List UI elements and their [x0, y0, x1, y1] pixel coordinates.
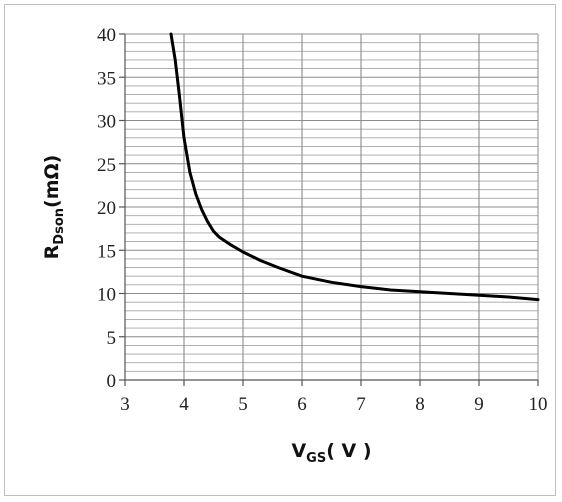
y-tick-label: 30 [97, 112, 116, 133]
tick-labels: 0 5 10 15 20 25 30 35 40 3 4 5 6 7 8 9 10 [97, 25, 548, 415]
x-tick-label: 6 [297, 394, 307, 415]
x-tick-label: 7 [356, 394, 366, 415]
y-tick-label: 5 [107, 328, 117, 349]
y-axis-label-unit: (mΩ) [41, 155, 63, 208]
x-axis-label-sub: GS [306, 451, 326, 466]
x-axis-label: VGS( V ) [291, 440, 371, 466]
y-axis-label-main: R [41, 244, 63, 259]
y-axis-label: RDson(mΩ) [41, 155, 67, 260]
plot-area [169, 32, 540, 302]
y-tick-label: 25 [97, 155, 116, 176]
x-tick-label: 3 [120, 394, 130, 415]
axes [119, 33, 539, 386]
x-tick-label: 9 [474, 394, 484, 415]
x-tick-label: 10 [529, 394, 548, 415]
x-tick-label: 5 [238, 394, 248, 415]
y-axis-label-sub: Dson [52, 208, 67, 245]
y-tick-label: 10 [97, 285, 116, 306]
y-tick-label: 40 [97, 25, 116, 46]
y-tick-label: 15 [97, 241, 116, 262]
gridlines [125, 33, 539, 380]
y-tick-label: 20 [97, 198, 116, 219]
rdson-curve [169, 32, 540, 302]
x-axis-label-main: V [291, 440, 306, 462]
y-tick-label: 0 [107, 371, 117, 392]
x-tick-label: 8 [415, 394, 425, 415]
x-axis-label-unit: ( V ) [326, 440, 371, 462]
x-tick-label: 4 [179, 394, 189, 415]
y-tick-label: 35 [97, 68, 116, 89]
